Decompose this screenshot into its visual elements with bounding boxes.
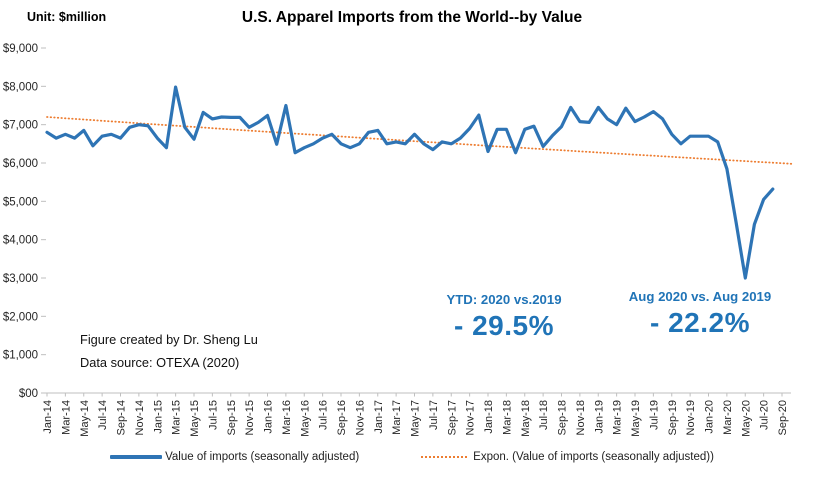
y-axis-label: $5,000 xyxy=(3,196,38,208)
legend-trend-label: Expon. (Value of imports (seasonally adj… xyxy=(473,451,714,463)
x-axis-label: Mar-16 xyxy=(281,400,293,435)
credit-source: Data source: OTEXA (2020) xyxy=(80,354,240,370)
legend: Value of imports (seasonally adjusted) E… xyxy=(0,451,824,463)
annotation-ytd: YTD: 2020 vs.2019 - 29.5% xyxy=(418,292,590,342)
x-axis-label: Sep-19 xyxy=(667,400,679,435)
legend-trend-sample xyxy=(421,456,468,458)
y-axis-label: $8,000 xyxy=(3,81,38,93)
x-axis-label: Jan-17 xyxy=(373,400,385,434)
x-axis-label: Jan-14 xyxy=(42,400,54,434)
annotation-aug-label: Aug 2020 vs. Aug 2019 xyxy=(628,289,772,304)
x-axis-label: Nov-19 xyxy=(685,400,697,435)
x-axis-label: Sep-15 xyxy=(226,400,238,435)
credits: Figure created by Dr. Sheng Lu Data sour… xyxy=(80,329,258,374)
x-axis-label: May-19 xyxy=(630,400,642,437)
imports-line xyxy=(45,85,775,280)
chart-title: U.S. Apparel Imports from the World--by … xyxy=(241,9,583,26)
x-axis-label: Jan-19 xyxy=(593,400,605,434)
x-axis-label: Sep-16 xyxy=(336,400,348,435)
x-axis-label: Nov-15 xyxy=(244,400,256,435)
x-axis-label: Sep-14 xyxy=(116,400,128,435)
legend-item-imports: Value of imports (seasonally adjusted) xyxy=(110,451,359,463)
y-axis-label: $9,000 xyxy=(3,43,38,55)
x-axis-label: Nov-18 xyxy=(575,400,587,435)
credit-author: Figure created by Dr. Sheng Lu xyxy=(80,332,258,347)
annotation-aug-value: - 22.2% xyxy=(650,307,750,338)
x-axis-label: May-15 xyxy=(189,400,201,437)
x-axis-label: Jan-15 xyxy=(152,400,164,434)
x-axis-label: Jul-19 xyxy=(648,400,660,430)
x-axis-label: Mar-17 xyxy=(391,400,403,435)
x-axis-label: Mar-20 xyxy=(722,400,734,435)
x-axis-label: Mar-14 xyxy=(60,400,72,435)
y-axis-label: $6,000 xyxy=(3,158,38,170)
y-axis-label: $00 xyxy=(19,388,38,400)
legend-line-sample xyxy=(110,455,163,459)
annotation-ytd-value: - 29.5% xyxy=(454,310,554,341)
x-axis-label: Jan-16 xyxy=(263,400,275,434)
annotation-aug: Aug 2020 vs. Aug 2019 - 22.2% xyxy=(604,289,796,339)
x-axis-label: Jul-20 xyxy=(759,400,771,430)
x-axis-label: Jan-20 xyxy=(704,400,716,434)
annotation-ytd-label: YTD: 2020 vs.2019 xyxy=(446,292,562,307)
x-axis-label: May-16 xyxy=(299,400,311,437)
x-axis-label: Jan-18 xyxy=(483,400,495,434)
x-axis-label: Sep-18 xyxy=(557,400,569,435)
x-axis-label: Mar-19 xyxy=(612,400,624,435)
x-axis-label: Jul-14 xyxy=(97,400,109,430)
x-axis-label: May-18 xyxy=(520,400,532,437)
x-axis-label: Jul-18 xyxy=(538,400,550,430)
x-axis-label: Jul-15 xyxy=(207,400,219,430)
x-axis-label: May-17 xyxy=(410,400,422,437)
x-axis-label: Sep-17 xyxy=(446,400,458,435)
legend-item-trend: Expon. (Value of imports (seasonally adj… xyxy=(421,451,714,463)
x-axis-label: May-20 xyxy=(740,400,752,437)
y-axis-label: $1,000 xyxy=(3,350,38,362)
x-axis-label: Nov-14 xyxy=(134,400,146,435)
x-axis-label: Mar-18 xyxy=(501,400,513,435)
x-axis-label: Nov-17 xyxy=(465,400,477,435)
x-axis-label: Jul-16 xyxy=(318,400,330,430)
y-axis-label: $3,000 xyxy=(3,273,38,285)
x-axis-label: Sep-20 xyxy=(777,400,789,435)
x-axis-label: May-14 xyxy=(79,400,91,437)
y-axis-label: $2,000 xyxy=(3,311,38,323)
unit-label: Unit: $million xyxy=(27,10,107,24)
y-axis-label: $4,000 xyxy=(3,235,38,247)
x-axis-label: Nov-16 xyxy=(354,400,366,435)
x-axis-label: Jul-17 xyxy=(428,400,440,430)
x-axis-label: Mar-15 xyxy=(171,400,183,435)
y-axis-label: $7,000 xyxy=(3,120,38,132)
legend-imports-label: Value of imports (seasonally adjusted) xyxy=(165,451,360,463)
